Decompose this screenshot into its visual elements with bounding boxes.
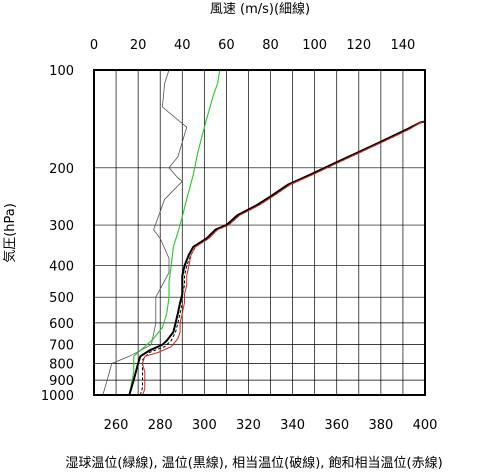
top-axis-title: 風速 (m/s)(細線) (210, 1, 310, 17)
x-bottom-tick-label: 320 (236, 418, 261, 433)
grid (93, 69, 426, 396)
y-tick-label: 300 (49, 219, 74, 234)
series-line-saturated-equivalent-potential-temperature (142, 121, 426, 396)
series-group (102, 69, 426, 396)
x-top-tick-label: 20 (130, 38, 147, 53)
x-top-tick-label: 60 (218, 38, 235, 53)
x-bottom-tick-label: 360 (324, 418, 349, 433)
x-top-tick-label: 100 (302, 38, 327, 53)
legend-caption: 湿球温位(緑線), 温位(黒線), 相当温位(破線), 飽和相当温位(赤線) (65, 455, 442, 471)
x-bottom-tick-label: 260 (104, 418, 129, 433)
plot-frame (93, 69, 426, 396)
series-line-wet-bulb-potential-temperature (128, 69, 221, 396)
x-top-tick-label: 0 (90, 38, 98, 53)
x-bottom-tick-label: 280 (148, 418, 173, 433)
series-line-potential-temperature (128, 120, 426, 396)
tick-labels: 260 280 300 320 340 360 380 400 0 20 40 60 80 100 120 1… (41, 38, 438, 433)
y-axis-title: 気圧(hPa) (2, 203, 18, 263)
x-bottom-tick-label: 340 (280, 418, 305, 433)
series-line-wind-speed (102, 69, 188, 396)
y-tick-label: 400 (49, 260, 74, 275)
x-bottom-tick-label: 300 (192, 418, 217, 433)
series-line-equivalent-potential-temperature (139, 121, 426, 396)
y-tick-label: 800 (49, 358, 74, 373)
y-tick-label: 600 (49, 317, 74, 332)
x-top-tick-label: 80 (262, 38, 279, 53)
y-tick-label: 500 (49, 291, 74, 306)
y-tick-label: 100 (49, 64, 74, 79)
y-tick-label: 700 (49, 339, 74, 354)
y-tick-label: 900 (49, 374, 74, 389)
y-tick-label: 1000 (41, 389, 74, 404)
x-bottom-tick-label: 400 (413, 418, 438, 433)
y-tick-label: 200 (49, 162, 74, 177)
x-top-tick-label: 40 (174, 38, 191, 53)
x-top-tick-label: 120 (346, 38, 371, 53)
x-top-tick-label: 140 (391, 38, 416, 53)
x-bottom-tick-label: 380 (368, 418, 393, 433)
